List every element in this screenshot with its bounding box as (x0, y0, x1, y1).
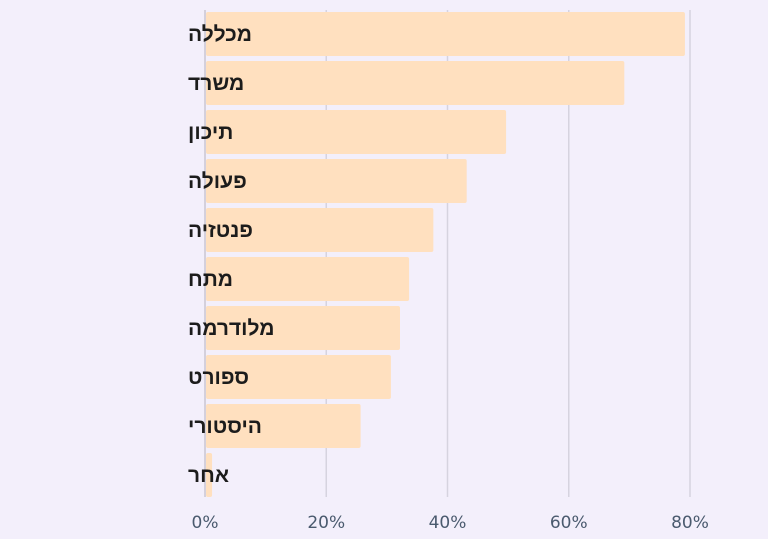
bar-2 (206, 110, 507, 154)
x-tick-label: 40% (429, 513, 467, 533)
x-tick-label: 20% (307, 513, 345, 533)
category-label: פנטזיה (188, 219, 253, 242)
category-label: היסטורי (188, 415, 262, 438)
x-axis-tick-labels: 0% 20% 40% 60% 80% (192, 513, 709, 533)
bar-0 (206, 12, 685, 56)
bar-9 (206, 453, 213, 497)
bar-5 (206, 257, 410, 301)
category-label: מלודרמה (188, 317, 275, 340)
bar-3 (206, 159, 467, 203)
bar-4 (206, 208, 434, 252)
x-tick-label: 0% (192, 513, 219, 533)
category-label: פעולה (188, 170, 247, 193)
category-label: משרד (188, 72, 244, 95)
x-tick-label: 60% (550, 513, 588, 533)
category-label: ספורט (188, 366, 249, 389)
category-label: אחר (188, 464, 229, 487)
bar-1 (206, 61, 625, 105)
category-label: מתח (188, 268, 233, 291)
bar-6 (206, 306, 400, 350)
x-tick-label: 80% (671, 513, 709, 533)
category-label: מכללה (188, 23, 252, 46)
category-labels: מכללה משרד תיכון פעולה פנטזיה מתח מלודרמה ספורט… (188, 23, 275, 487)
bars (206, 12, 685, 497)
bar-7 (206, 355, 391, 399)
bar-8 (206, 404, 361, 448)
category-label: תיכון (188, 121, 233, 144)
